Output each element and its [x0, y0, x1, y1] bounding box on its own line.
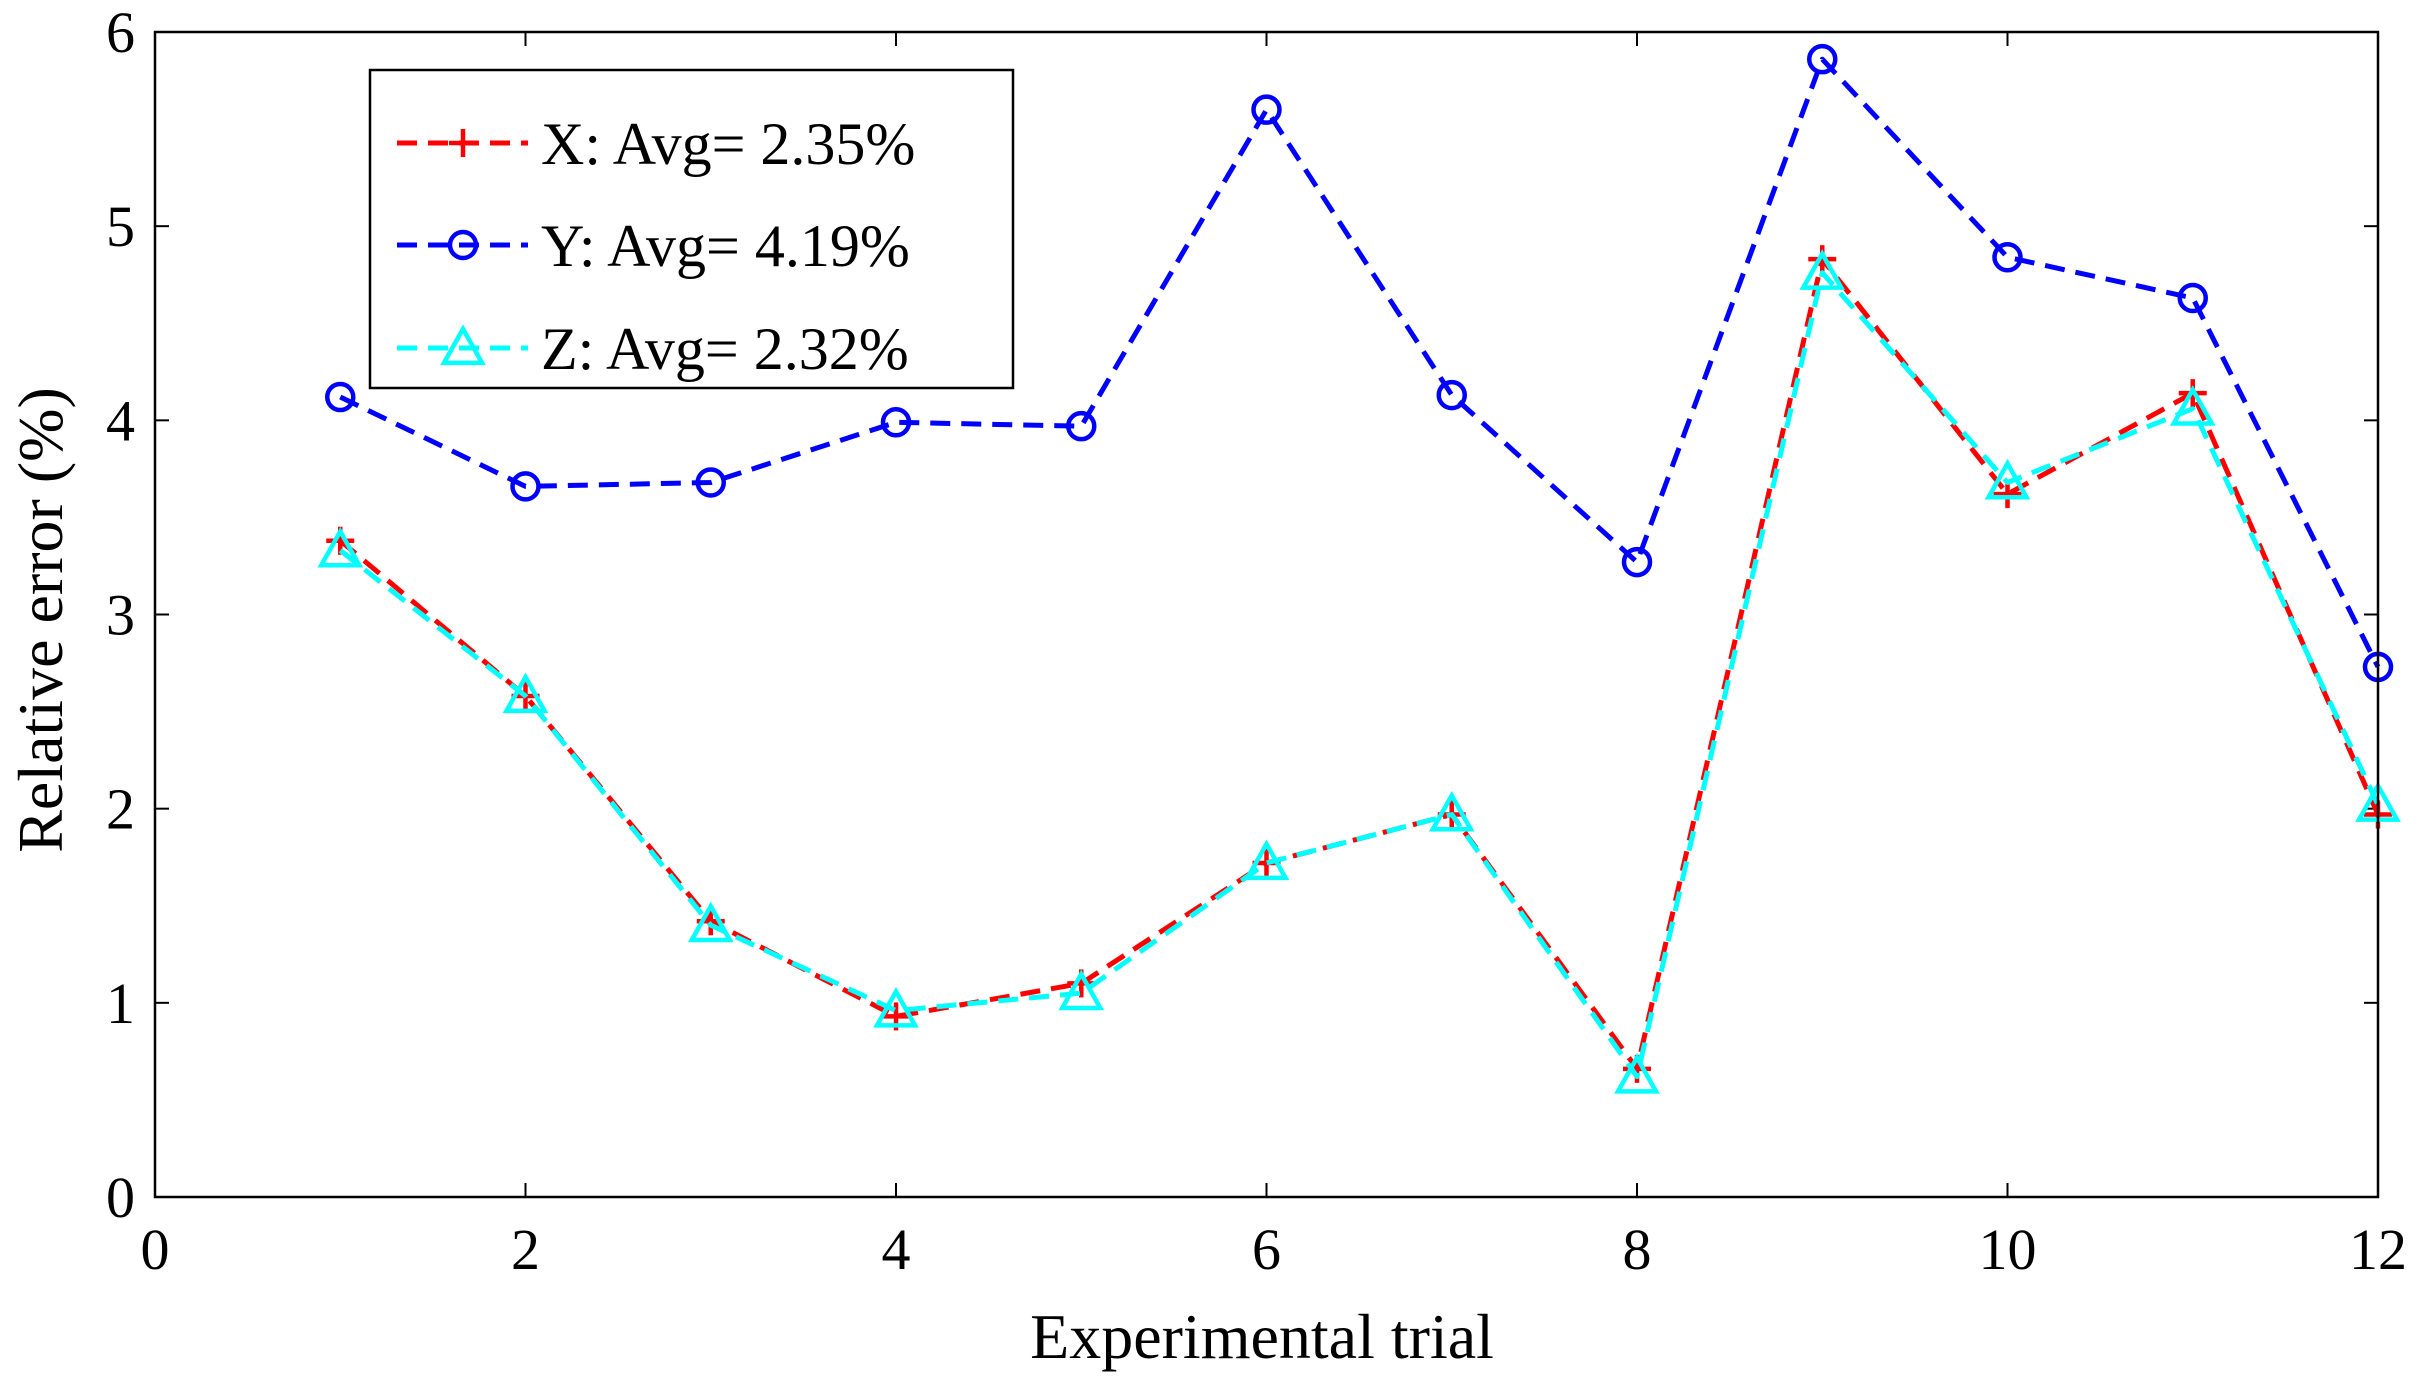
- data-point: [317, 526, 364, 568]
- data-point: [1058, 969, 1105, 1011]
- data-point: [1428, 790, 1475, 832]
- data-point: [1621, 546, 1653, 578]
- legend-label: X: Avg= 2.35%: [541, 111, 915, 177]
- data-point: [687, 901, 734, 943]
- x-tick-label: 6: [1252, 1217, 1281, 1282]
- y-tick-label: 1: [106, 971, 135, 1036]
- y-tick-label: 4: [106, 388, 135, 453]
- legend-item: X: Avg= 2.35%: [397, 111, 915, 177]
- legend: X: Avg= 2.35% Y: Avg= 4.19% Z: Avg= 2.32%: [368, 68, 1015, 390]
- data-point: [1066, 410, 1097, 442]
- x-tick-label: 4: [882, 1217, 911, 1282]
- y-tick-label: 0: [106, 1165, 135, 1230]
- y-tick-label: 2: [106, 777, 135, 842]
- plot-border: [153, 30, 2380, 1199]
- x-tick-label: 2: [511, 1217, 540, 1282]
- data-point: [1799, 249, 1846, 290]
- data-point: [880, 407, 912, 438]
- legend-marker: [447, 229, 479, 261]
- legend-item: Z: Avg= 2.32%: [397, 316, 909, 382]
- data-point: [695, 467, 726, 498]
- series-z: [317, 249, 2401, 1094]
- data-point: [502, 672, 549, 714]
- y-tick-label: 3: [106, 583, 135, 648]
- legend-item: Y: Avg= 4.19%: [397, 213, 910, 279]
- data-point: [1992, 241, 2023, 273]
- x-tick-label: 10: [1979, 1217, 2037, 1282]
- legend-marker: [440, 324, 486, 366]
- data-point: [2177, 282, 2208, 314]
- x-tick-label: 0: [141, 1217, 170, 1282]
- y-tick-label: 6: [106, 0, 135, 65]
- data-point: [1251, 94, 1282, 125]
- x-tick-label: 12: [2349, 1217, 2407, 1282]
- data-point: [1807, 43, 1838, 75]
- data-point: [510, 471, 541, 502]
- data-point: [1436, 379, 1467, 411]
- legend-marker: [449, 129, 477, 157]
- data-point: [1614, 1053, 1660, 1094]
- series-line: [338, 270, 2381, 1080]
- y-axis-label: Relative error (%): [5, 387, 76, 853]
- legend-box: [368, 68, 1015, 390]
- y-tick-label: 5: [106, 194, 135, 259]
- data-point: [325, 381, 356, 413]
- plot-frame: [153, 30, 2380, 1199]
- legend-label: Y: Avg= 4.19%: [541, 213, 910, 279]
- series-line: [339, 56, 2381, 669]
- legend-label: Z: Avg= 2.32%: [541, 316, 909, 382]
- data-point: [873, 987, 919, 1028]
- x-axis-label: Experimental trial: [1030, 1301, 1494, 1372]
- x-tick-label: 8: [1623, 1217, 1652, 1282]
- data-point: [2169, 385, 2216, 426]
- data-point: [1243, 839, 1290, 881]
- data-point: [1984, 458, 2031, 500]
- data-series: [317, 43, 2401, 1094]
